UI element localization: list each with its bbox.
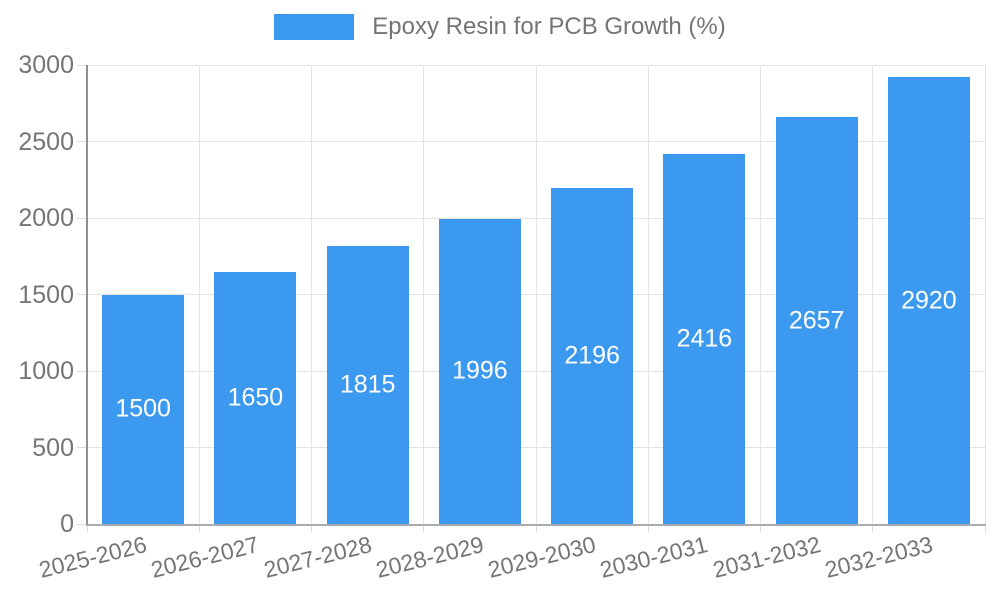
bar-value-label: 2920 — [901, 286, 957, 315]
y-axis-line — [86, 65, 88, 526]
y-tick-label: 2000 — [18, 204, 74, 232]
y-tick-label: 1500 — [18, 280, 74, 309]
bar-2031-2032[interactable] — [775, 117, 858, 524]
x-axis-tick — [647, 526, 649, 533]
v-gridline — [872, 65, 874, 524]
bar-2027-2028[interactable] — [326, 246, 409, 524]
y-axis-tick — [77, 64, 86, 66]
x-tick-label: 2031-2032 — [709, 531, 823, 583]
y-tick-label: 1000 — [18, 357, 74, 385]
v-gridline — [423, 65, 425, 524]
x-axis-tick — [535, 526, 537, 533]
x-tick-label: 2030-2031 — [597, 531, 711, 583]
bar-value-label: 1996 — [452, 356, 508, 385]
bar-2026-2027[interactable] — [214, 271, 297, 524]
y-axis-tick — [77, 217, 86, 219]
x-tick-label: 2026-2027 — [148, 531, 262, 583]
plot-area: 0 500 1000 1500 2000 2500 3000 1500 2025-2026 165… — [18, 51, 986, 583]
x-axis-tick — [86, 526, 88, 533]
v-gridline — [760, 65, 761, 524]
v-gridline — [311, 65, 312, 524]
bar-2025-2026[interactable] — [102, 294, 185, 524]
v-gridline — [984, 65, 986, 524]
bar-2030-2031[interactable] — [663, 154, 746, 524]
y-axis-tick — [77, 294, 86, 295]
x-axis-line — [86, 524, 986, 526]
x-axis-tick — [311, 526, 312, 533]
bar-value-label: 2657 — [788, 306, 845, 335]
x-axis-tick — [872, 526, 874, 533]
x-axis-tick — [760, 526, 761, 533]
y-axis-tick — [77, 523, 86, 525]
legend: Epoxy Resin for PCB Growth (%) — [0, 14, 1000, 40]
bar-2028-2029[interactable] — [438, 218, 521, 524]
y-tick-label: 0 — [60, 510, 74, 538]
x-axis-tick — [423, 526, 425, 533]
y-axis-tick — [77, 447, 86, 448]
y-tick-label: 500 — [32, 433, 74, 462]
y-tick-label: 3000 — [18, 51, 74, 79]
y-axis-tick — [77, 370, 86, 372]
bar-2032-2033[interactable] — [887, 77, 970, 524]
v-gridline — [647, 65, 649, 524]
x-tick-label: 2032-2033 — [822, 531, 936, 583]
x-tick-label: 2028-2029 — [373, 531, 487, 583]
legend-label: Epoxy Resin for PCB Growth (%) — [372, 13, 726, 40]
bar-value-label: 2416 — [676, 324, 733, 353]
bar-value-label: 2196 — [564, 341, 620, 370]
x-axis-tick — [198, 526, 200, 533]
x-tick-label: 2029-2030 — [485, 531, 599, 583]
v-gridline — [198, 65, 200, 524]
y-axis-tick — [77, 141, 86, 142]
y-tick-label: 2500 — [18, 127, 74, 156]
x-tick-label: 2027-2028 — [260, 531, 374, 583]
v-gridline — [535, 65, 537, 524]
bar-2029-2030[interactable] — [551, 188, 634, 524]
bar-value-label: 1815 — [339, 370, 396, 399]
legend-swatch — [274, 14, 355, 40]
x-axis-tick — [984, 526, 986, 533]
legend-item-epoxy-resin[interactable]: Epoxy Resin for PCB Growth (%) — [274, 13, 726, 40]
bar-value-label: 1500 — [115, 394, 171, 423]
bar-value-label: 1650 — [227, 383, 284, 412]
